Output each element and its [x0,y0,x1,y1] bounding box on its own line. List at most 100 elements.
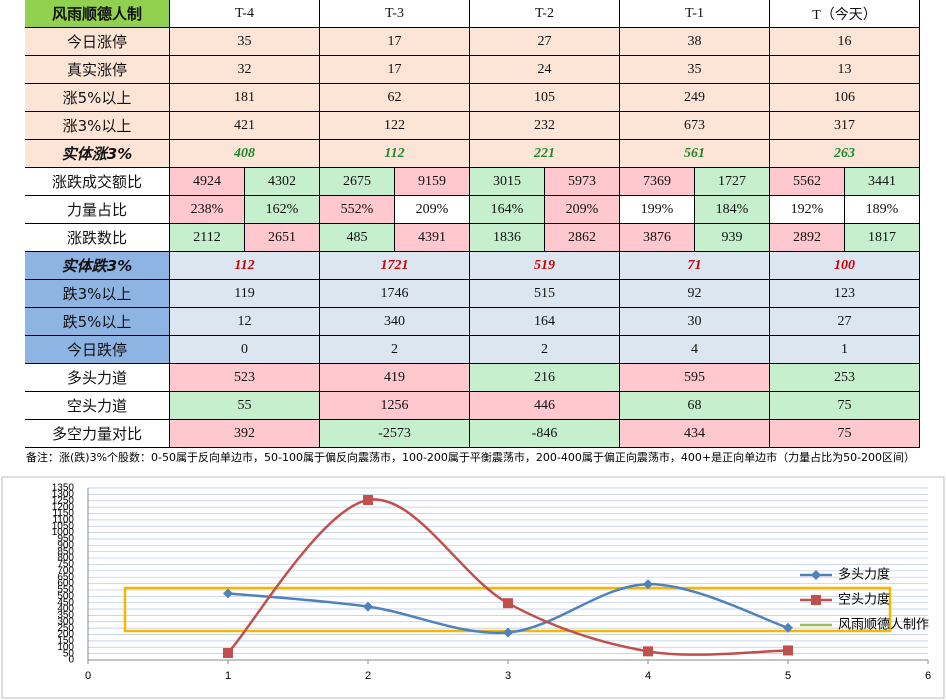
series-line [227,498,789,656]
pair-cell: 164% [470,196,545,224]
header-cell: T-3 [320,0,470,28]
pair-cell: 3441 [845,168,920,196]
legend-marker [811,595,821,605]
x-tick-label: 6 [925,670,931,682]
value-cell: 62 [320,84,470,112]
row-label: 涨跌成交额比 [25,168,170,196]
x-tick-label: 4 [645,670,651,682]
y-tick-label: 750 [57,559,74,570]
marker [363,494,373,505]
pair-cell: 2112 [170,224,245,252]
value-cell: 4 [620,336,770,364]
marker [503,627,513,638]
legend-label: 风雨顺德人制作 [838,618,929,633]
value-cell: 561 [620,140,770,168]
value-cell: 122 [320,112,470,140]
row-label: 今日跌停 [25,336,170,364]
pair-cell: 552% [320,196,395,224]
y-tick-label: 1100 [52,514,74,525]
y-tick-label: 850 [57,546,74,557]
value-cell: 16 [770,28,920,56]
value-cell: 216 [470,364,620,392]
y-tick-label: 1350 [52,483,75,494]
x-tick-label: 3 [505,670,511,682]
header-cell: T-4 [170,0,320,28]
y-tick-label: 900 [57,540,74,551]
value-cell: 100 [770,252,920,280]
pair-cell: 9159 [395,168,470,196]
value-cell: 119 [170,280,320,308]
y-tick-label: 950 [57,534,74,545]
row-label: 空头力道 [25,392,170,420]
value-cell: 13 [770,56,920,84]
row-label: 涨跌数比 [25,224,170,252]
pair-cell: 485 [320,224,395,252]
y-tick-label: 800 [57,553,74,564]
y-tick-label: 450 [57,597,74,608]
row-label: 真实涨停 [25,56,170,84]
x-tick-label: 2 [365,670,371,682]
value-cell: 2 [470,336,620,364]
row-label: 多空力量对比 [25,420,170,448]
value-cell: 24 [470,56,620,84]
pair-cell: 1817 [845,224,920,252]
x-tick-label: 0 [85,670,91,682]
value-cell: 30 [620,308,770,336]
marker [643,579,653,590]
value-cell: 673 [620,112,770,140]
pair-cell: 2675 [320,168,395,196]
value-cell: -846 [470,420,620,448]
value-cell: 123 [770,280,920,308]
value-cell: 421 [170,112,320,140]
value-cell: 27 [770,308,920,336]
value-cell: 340 [320,308,470,336]
value-cell: 105 [470,84,620,112]
y-tick-label: 0 [68,655,74,666]
marker [643,646,653,657]
value-cell: 112 [320,140,470,168]
pair-cell: 7369 [620,168,695,196]
pair-cell: 184% [695,196,770,224]
value-cell: 71 [620,252,770,280]
marker [783,645,793,656]
y-tick-label: 300 [57,616,74,627]
pair-cell: 5562 [770,168,845,196]
y-tick-label: 100 [57,642,74,653]
value-cell: 595 [620,364,770,392]
pair-cell: 3015 [470,168,545,196]
y-tick-label: 400 [57,604,74,615]
y-tick-label: 600 [57,578,74,589]
value-cell: 1746 [320,280,470,308]
pair-cell: 2892 [770,224,845,252]
marker [503,598,513,609]
pair-cell: 939 [695,224,770,252]
value-cell: 249 [620,84,770,112]
row-label: 实体跌3% [25,252,170,280]
value-cell: 35 [170,28,320,56]
pair-cell: 1836 [470,224,545,252]
pair-cell: 2862 [545,224,620,252]
header-cell: T-2 [470,0,620,28]
value-cell: 515 [470,280,620,308]
y-tick-label: 1250 [52,495,75,506]
marker [223,647,233,658]
y-tick-label: 1050 [52,521,75,532]
value-cell: 181 [170,84,320,112]
value-cell: 519 [470,252,620,280]
value-cell: 408 [170,140,320,168]
value-cell: 446 [470,392,620,420]
header-cell: T-1 [620,0,770,28]
value-cell: 263 [770,140,920,168]
value-cell: 523 [170,364,320,392]
value-cell: 27 [470,28,620,56]
value-cell: 17 [320,56,470,84]
row-label: 实体涨3% [25,140,170,168]
y-tick-label: 1200 [52,502,75,513]
y-tick-label: 50 [63,648,75,659]
y-tick-label: 1300 [52,489,75,500]
value-cell: 419 [320,364,470,392]
value-cell: 32 [170,56,320,84]
y-tick-label: 550 [57,585,74,596]
row-label: 今日涨停 [25,28,170,56]
